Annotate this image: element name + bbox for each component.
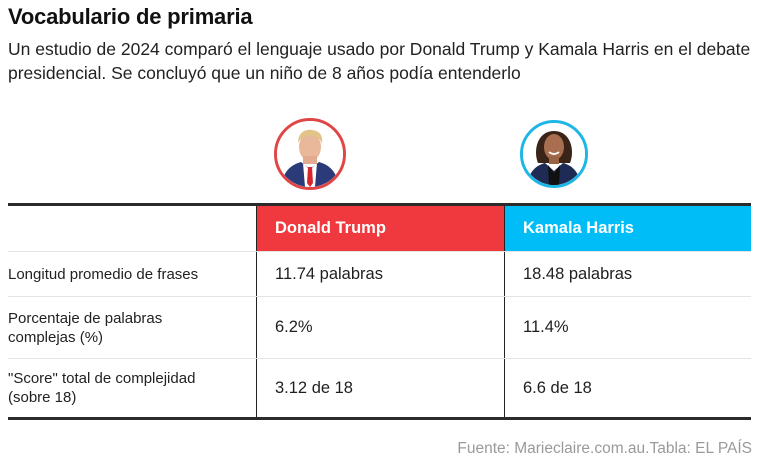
trump-portrait-icon bbox=[274, 118, 346, 190]
trump-value: 11.74 palabras bbox=[256, 252, 504, 296]
header-trump: Donald Trump bbox=[256, 206, 504, 251]
header-harris: Kamala Harris bbox=[504, 206, 751, 251]
row-label: "Score" total de complejidad (sobre 18) bbox=[8, 370, 196, 406]
chart-title: Vocabulario de primaria bbox=[8, 4, 253, 29]
trump-value: 6.2% bbox=[256, 297, 504, 358]
header-empty-cell bbox=[8, 206, 256, 251]
table-row: Longitud promedio de frases 11.74 palabr… bbox=[8, 251, 751, 296]
harris-portrait-illustration bbox=[523, 123, 585, 185]
trump-portrait-illustration bbox=[277, 121, 343, 187]
table-header-row: Donald Trump Kamala Harris bbox=[8, 206, 751, 251]
harris-portrait-icon bbox=[520, 120, 588, 188]
row-label: Longitud promedio de frases bbox=[8, 265, 199, 283]
row-label: Porcentaje de palabras complejas (%) bbox=[8, 309, 163, 346]
chart-subtitle: Un estudio de 2024 comparó el lenguaje u… bbox=[8, 39, 751, 83]
harris-value: 18.48 palabras bbox=[504, 252, 751, 296]
harris-value: 6.6 de 18 bbox=[504, 359, 751, 417]
table-row: Porcentaje de palabras complejas (%) 6.2… bbox=[8, 296, 751, 358]
comparison-table: Donald Trump Kamala Harris Longitud prom… bbox=[8, 203, 751, 420]
trump-value: 3.12 de 18 bbox=[256, 359, 504, 417]
source-note: Fuente: Marieclaire.com.au.Tabla: EL PAÍ… bbox=[457, 440, 752, 457]
table-row: "Score" total de complejidad (sobre 18) … bbox=[8, 358, 751, 417]
harris-value: 11.4% bbox=[504, 297, 751, 358]
